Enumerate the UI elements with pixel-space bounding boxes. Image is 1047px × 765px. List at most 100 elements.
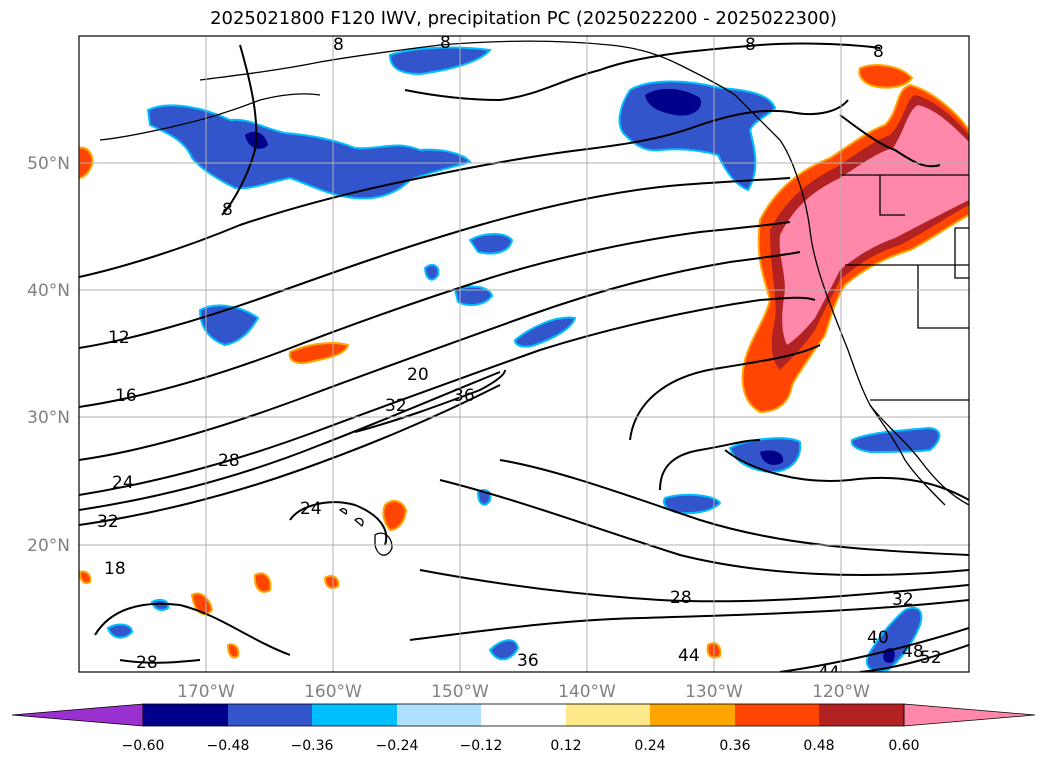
anomaly-blob-mid-2 [423,263,440,281]
contour-label: 8 [873,42,884,62]
colorbar-outline [142,703,905,727]
iwv-contour-28-south [119,659,201,664]
colorbar-tick-label: −0.36 [291,738,334,754]
colorbar-segment [143,704,228,726]
contour-label: 8 [222,200,233,220]
iwv-contour-south-5 [779,627,969,672]
contour-label: 8 [440,33,451,53]
border-state-3 [917,265,969,329]
anomaly-blob-gulf-alaska-core [645,88,701,116]
anomaly-blob-north-east [858,64,914,89]
anomaly-blob-hawaii [382,499,408,532]
coastline-baja [869,404,946,506]
colorbar-tick-label: 0.48 [803,738,834,754]
iwv-contour-8-east [839,114,941,168]
contour-label: 8 [745,35,756,55]
colorbar-tick-label: −0.48 [207,738,250,754]
lat-tick-label: 20°N [27,536,70,556]
negative-anomaly-areas [106,46,941,672]
colorbar-tick-label: 0.24 [634,738,665,754]
contour-label: 44 [678,646,700,666]
anomaly-blob-north-pacific [146,104,472,200]
contour-label: 24 [300,499,322,519]
coastline-north-america [779,139,969,506]
anomaly-blob-sub-2 [850,426,941,454]
colorbar-segment [397,704,481,726]
iwv-contour-south-1 [499,459,969,556]
colorbar-segment [650,704,735,726]
contour-label: 36 [453,386,475,406]
colorbar-segment [566,704,650,726]
contour-label: 32 [385,396,407,416]
iwv-contour-inner-1 [629,344,821,441]
border-state-1 [879,175,905,216]
colorbar-tick-label: −0.60 [122,738,165,754]
lon-tick-label: 120°W [812,682,870,702]
contour-label: 28 [670,588,692,608]
contour-label: 32 [97,512,119,532]
contour-labels: 8 8 8 8 8 12 16 20 24 24 28 28 28 32 32 … [97,33,942,683]
anomaly-blob-sub-3 [662,493,722,515]
anomaly-blob-north-strip [388,46,492,76]
coastline-alaska [199,40,781,141]
anomaly-blob-sub-1-core [760,450,784,465]
colorbar-tick-label: 0.60 [888,738,919,754]
colorbar-segment [819,704,904,726]
gridlines [79,36,969,672]
anomaly-blob-west-1 [198,304,260,347]
contour-label: 44 [818,663,840,683]
colorbar-segment [481,704,566,726]
lon-tick-label: 160°W [304,682,362,702]
contour-label: 12 [108,328,130,348]
anomaly-blob-south-a [190,592,214,616]
colorbar-tick-label: −0.24 [376,738,419,754]
iwv-contour-inner-3 [724,449,969,501]
iwv-contour-24 [79,296,816,496]
lon-tick-label: 170°W [177,682,235,702]
colorbar-segment [228,704,312,726]
iwv-contour-36 [354,369,506,433]
lon-tick-label: 130°W [685,682,743,702]
contour-label: 20 [407,365,429,385]
coastline-aleutians [99,93,321,141]
colorbar-segment [312,704,397,726]
lon-tick-label: 140°W [558,682,616,702]
latitude-tick-labels: 50°N 40°N 30°N 20°N [27,154,70,556]
colorbar-tick-label: −0.12 [460,738,503,754]
anomaly-blob-south-1 [488,639,520,661]
iwv-contour-20 [79,251,801,461]
colorbar [11,703,1036,727]
iwv-contours [79,42,969,672]
anomaly-blob-south-d [226,643,240,659]
contour-label: 32 [892,590,914,610]
contour-label: 24 [112,473,134,493]
colorbar-segment [735,704,819,726]
iwv-contour-southwest [94,602,291,656]
contour-label: 16 [115,386,137,406]
lat-tick-label: 30°N [27,408,70,428]
iwv-contour-12 [79,177,791,349]
anomaly-blob-south-f [79,570,92,585]
iwv-contour-8-arc [79,99,849,278]
map-title: 2025021800 F120 IWV, precipitation PC (2… [210,8,837,29]
anomaly-blob-jet [513,316,577,348]
anomaly-blob-southeast [865,606,923,672]
anomaly-blob-mid-1 [468,233,514,255]
anomaly-blob-south-3 [150,599,170,611]
iwv-contour-8-west [221,44,258,216]
iwv-contour-8-north [404,42,881,102]
iwv-contour-16 [79,221,791,408]
coastlines [99,40,969,556]
anomaly-blob-south-c [323,575,340,589]
contour-label: 40 [867,628,889,648]
lon-tick-label: 150°W [431,682,489,702]
longitude-tick-labels: 170°W 160°W 150°W 140°W 130°W 120°W [177,682,870,702]
iwv-contour-south-6 [859,644,969,672]
anomaly-blob-mid-3 [453,285,494,307]
iwv-contour-south-2 [439,479,969,576]
colorbar-tick-labels: −0.60 −0.48 −0.36 −0.24 −0.12 0.12 0.24 … [122,738,920,754]
lat-tick-label: 40°N [27,281,70,301]
border-state-4 [954,227,969,279]
contour-label: 52 [920,648,942,668]
